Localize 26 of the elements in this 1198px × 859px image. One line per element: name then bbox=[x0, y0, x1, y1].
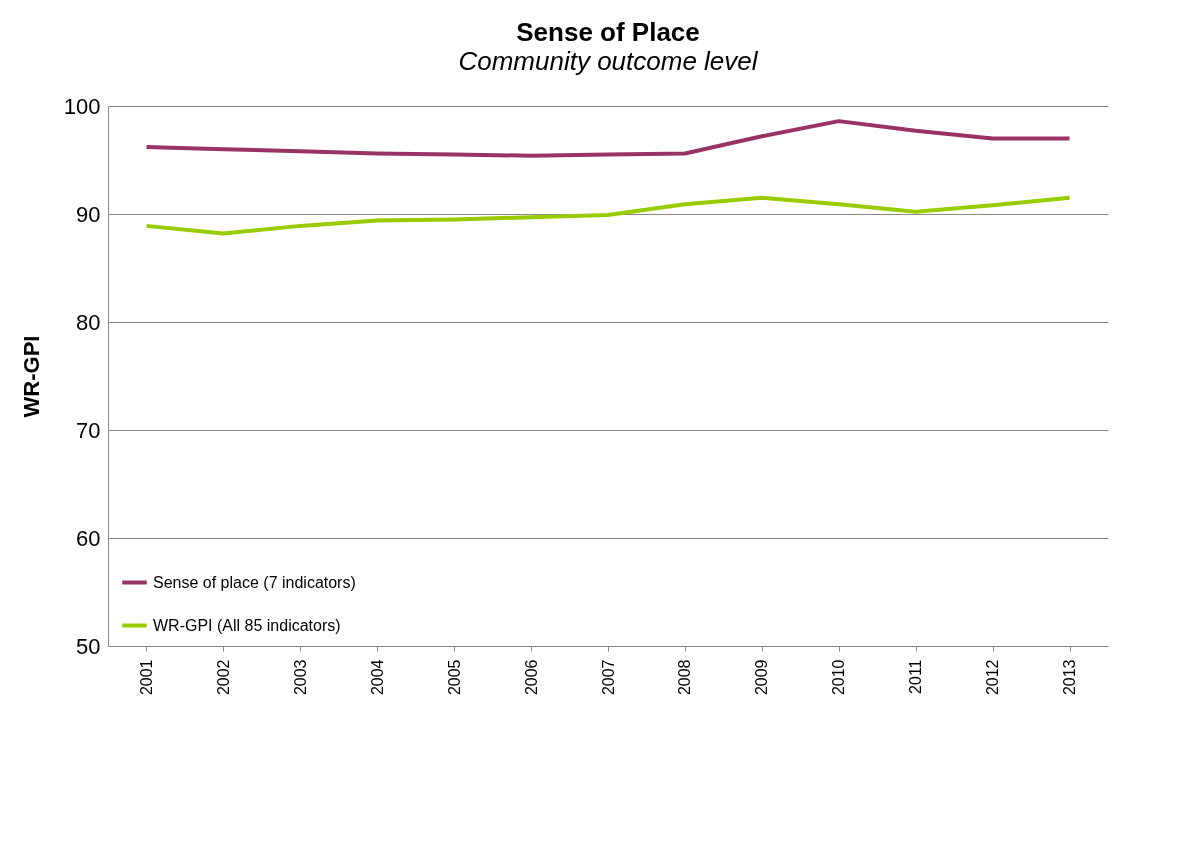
x-tick-label: 2008 bbox=[676, 659, 694, 696]
y-axis-title: WR-GPI bbox=[18, 335, 44, 418]
x-tick-label: 2005 bbox=[445, 659, 463, 696]
x-tick-label: 2004 bbox=[368, 659, 386, 696]
y-tick-label: 90 bbox=[76, 201, 101, 227]
y-tick-label: 70 bbox=[76, 417, 101, 443]
x-tick-label: 2006 bbox=[522, 659, 540, 696]
x-tick-label: 2007 bbox=[599, 659, 617, 696]
y-tick-label: 80 bbox=[76, 309, 101, 335]
legend-label: Sense of place (7 indicators) bbox=[153, 573, 356, 591]
x-tick-label: 2002 bbox=[214, 659, 232, 696]
x-tick-label: 2009 bbox=[753, 659, 771, 696]
y-tick-label: 60 bbox=[76, 525, 101, 551]
chart-title: Sense of Place bbox=[516, 17, 700, 47]
chart-subtitle: Community outcome level bbox=[458, 46, 759, 76]
y-tick-label: 100 bbox=[63, 93, 101, 119]
legend-label: WR-GPI (All 85 indicators) bbox=[153, 616, 341, 634]
x-tick-label: 2012 bbox=[984, 659, 1002, 696]
x-tick-label: 2013 bbox=[1061, 659, 1079, 696]
line-series bbox=[144, 195, 1072, 236]
x-tick-label: 2003 bbox=[291, 659, 309, 696]
x-tick-label: 2001 bbox=[137, 659, 155, 696]
x-tick-label: 2011 bbox=[907, 659, 925, 694]
x-tick-label: 2010 bbox=[830, 659, 848, 696]
line-series bbox=[144, 119, 1072, 158]
y-tick-label: 50 bbox=[76, 633, 101, 659]
